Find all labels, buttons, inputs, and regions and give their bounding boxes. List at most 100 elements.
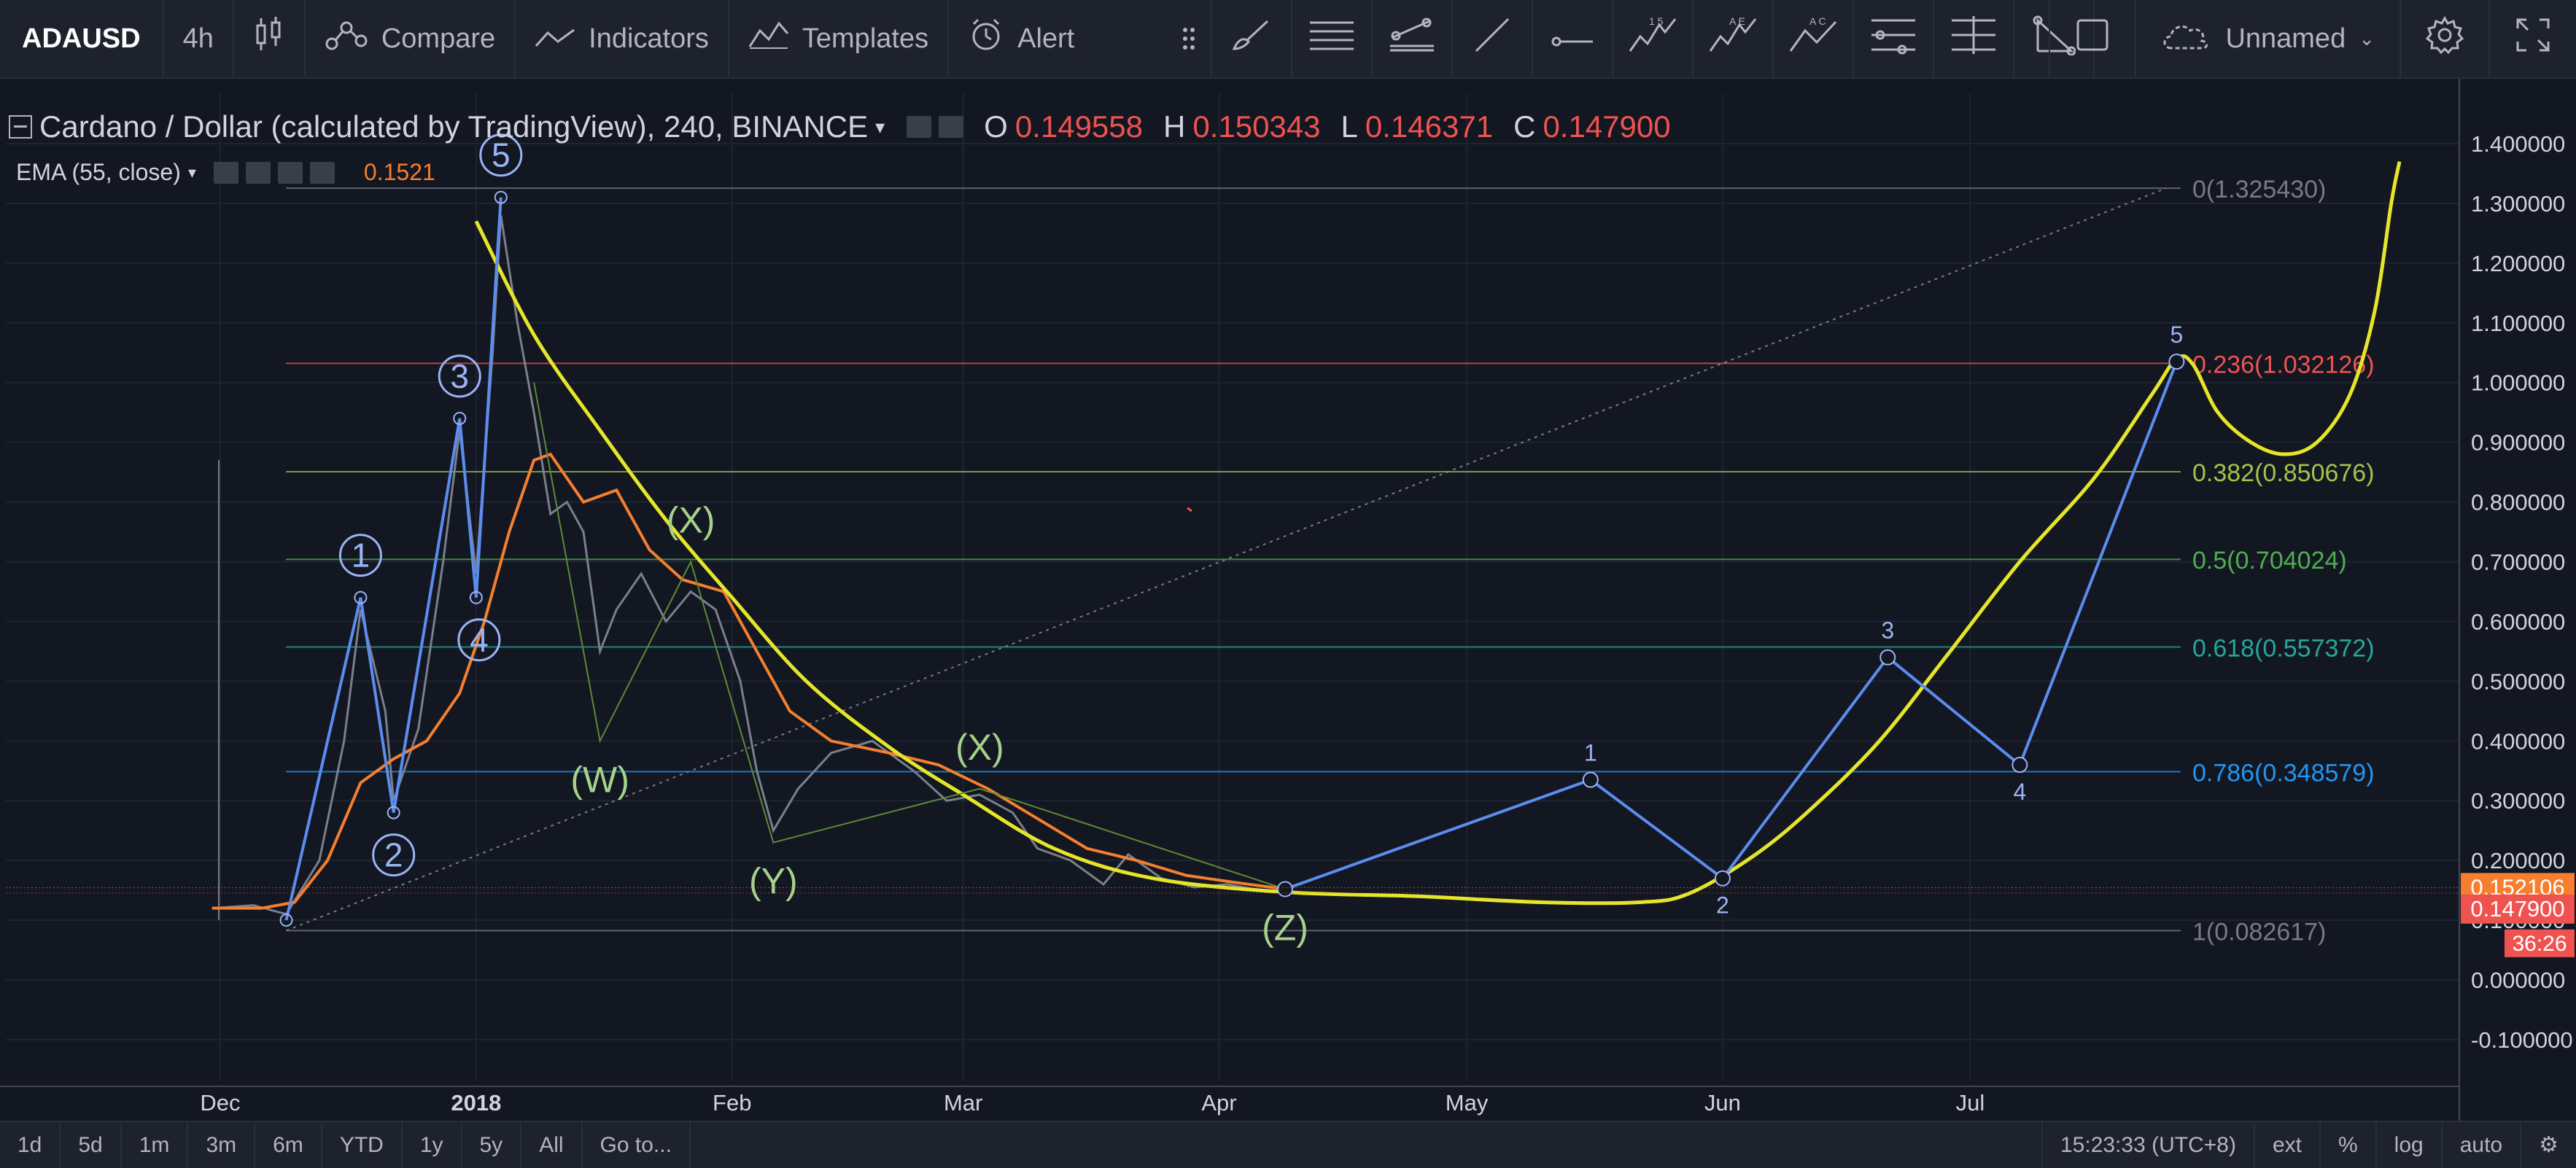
fib-extension-icon [1950, 15, 1997, 63]
clock-display[interactable]: 15:23:33 (UTC+8) [2041, 1122, 2254, 1168]
close-icon[interactable] [309, 161, 335, 184]
wave-point[interactable] [1582, 771, 1599, 788]
range-button-3m[interactable]: 3m [188, 1122, 256, 1168]
gear-icon[interactable] [245, 161, 271, 184]
close-label: C [1513, 109, 1536, 144]
wave-point[interactable] [279, 914, 293, 927]
settings-button[interactable]: ⚙ [2520, 1122, 2576, 1168]
wave-point[interactable] [2168, 354, 2185, 370]
horizontal-lines-tool-button[interactable] [1292, 0, 1373, 77]
ext-toggle[interactable]: ext [2253, 1122, 2319, 1168]
brush-tool-button[interactable] [1212, 0, 1292, 77]
range-button-5y[interactable]: 5y [462, 1122, 522, 1168]
corrective-wave-label: (X) [667, 500, 715, 541]
wave-label: 1 [352, 537, 371, 575]
symbol-title[interactable]: Cardano / Dollar (calculated by TradingV… [39, 109, 869, 144]
price-axis-label: 0.800000 [2471, 490, 2565, 515]
wave-point[interactable] [494, 190, 508, 204]
fib-trend-line[interactable] [286, 187, 2167, 932]
price-chart[interactable]: 0(1.325430) 0.236(1.032126) 0.382(0.850676… [0, 79, 2576, 1121]
low-label: L [1341, 109, 1358, 144]
price-badge [2461, 894, 2575, 924]
chevron-down-icon: ⌄ [2359, 27, 2375, 50]
fib-retracement[interactable]: 0(1.325430) 0.236(1.032126) 0.382(0.850676… [218, 176, 2375, 946]
eye-icon[interactable] [213, 161, 238, 184]
gear-icon[interactable] [939, 116, 964, 138]
ema-value: 0.1521 [363, 159, 435, 185]
wave-point[interactable] [2011, 757, 2028, 774]
indicators-button[interactable]: Indicators [516, 0, 729, 77]
wave-point[interactable] [1879, 649, 1896, 666]
percent-toggle[interactable]: % [2319, 1122, 2375, 1168]
elliott-impulse-tool-button[interactable]: 1 5 [1613, 0, 1694, 77]
triangle-pattern-tool-button[interactable] [2014, 0, 2095, 77]
fib-level-label: 0.236(1.032126) [2192, 351, 2375, 378]
channel-tool-button[interactable] [1373, 0, 1453, 77]
plus-icon[interactable] [277, 161, 303, 184]
interval-button[interactable]: 4h [164, 0, 234, 77]
drag-handle[interactable] [1167, 0, 1212, 77]
fib-level-label: 1(0.082617) [2192, 918, 2326, 946]
horizontal-ray-tool-button[interactable] [1533, 0, 1613, 77]
price-axis-label: 0.400000 [2471, 728, 2565, 754]
wave-point[interactable] [354, 591, 368, 604]
caret-down-icon[interactable]: ▾ [875, 115, 885, 138]
log-toggle[interactable]: log [2375, 1122, 2441, 1168]
range-button-6m[interactable]: 6m [255, 1122, 322, 1168]
bottom-toolbar: 1d 5d 1m 3m 6m YTD 1y 5y All Go to... 15… [0, 1121, 2576, 1168]
range-button-all[interactable]: All [521, 1122, 583, 1168]
alert-label: Alert [1017, 23, 1075, 54]
caret-down-icon[interactable]: ▾ [187, 163, 196, 182]
layout-menu-button[interactable]: Unnamed ⌄ [2135, 0, 2400, 77]
ema-title[interactable]: EMA (55, close) [16, 159, 181, 185]
alert-button[interactable]: Alert [949, 0, 1093, 77]
symbol-search-button[interactable]: ADAUSD [0, 0, 164, 77]
collapse-icon[interactable] [9, 115, 32, 139]
fullscreen-rect-button[interactable] [2049, 0, 2135, 77]
wave-point[interactable] [1714, 870, 1731, 887]
channel-icon [1389, 17, 1435, 61]
corrective-wave-label: (X) [955, 727, 1004, 768]
price-axis-label: 0.600000 [2471, 609, 2565, 634]
fib-level-label: 0.618(0.557372) [2192, 634, 2375, 662]
chart-style-button[interactable] [234, 0, 306, 77]
range-button-ytd[interactable]: YTD [322, 1122, 403, 1168]
elliott-correction-tool-button[interactable]: A C [1774, 0, 1854, 77]
settings-button[interactable] [2400, 0, 2488, 77]
eye-icon[interactable] [907, 116, 932, 138]
templates-button[interactable]: Templates [729, 0, 950, 77]
svg-text:A C: A C [1809, 15, 1826, 27]
wave-point[interactable] [1277, 881, 1294, 898]
elliott-triangle-tool-button[interactable]: A E [1694, 0, 1774, 77]
price-axis-label: 0.500000 [2471, 669, 2565, 694]
goto-button[interactable]: Go to... [583, 1122, 691, 1168]
fullscreen-button[interactable] [2488, 0, 2576, 77]
fib-extension-tool-button[interactable] [1934, 0, 2014, 77]
range-button-1m[interactable]: 1m [122, 1122, 189, 1168]
open-value: 0.149558 [1015, 109, 1144, 144]
svg-text:1 5: 1 5 [1649, 15, 1664, 27]
price-axis-label: 0.300000 [2471, 788, 2565, 814]
wave-point[interactable] [469, 591, 483, 604]
projected-wave-line[interactable] [1284, 361, 2179, 891]
high-label: H [1163, 109, 1186, 144]
wave-point[interactable] [387, 806, 400, 819]
corrective-wave-line[interactable] [533, 382, 1286, 890]
time-axis-label: Jun [1704, 1090, 1741, 1116]
impulse-wave-line[interactable] [284, 197, 503, 921]
range-button-1d[interactable]: 1d [0, 1122, 61, 1168]
fib-retracement-tool-button[interactable] [1854, 0, 1934, 77]
range-button-1y[interactable]: 1y [403, 1122, 462, 1168]
wave-label: 4 [470, 621, 489, 659]
wave-annotations[interactable]: 1 2 3 4 5 (W) (X) (Y) (X) (Z) 1 2 3 4 5 [279, 133, 2185, 949]
trendline-tool-button[interactable] [1453, 0, 1533, 77]
fib-level-label: 0(1.325430) [2192, 176, 2326, 203]
wave-point[interactable] [453, 411, 467, 425]
range-button-5d[interactable]: 5d [61, 1122, 122, 1168]
auto-toggle[interactable]: auto [2440, 1122, 2520, 1168]
svg-text:A E: A E [1729, 15, 1745, 27]
templates-label: Templates [802, 23, 929, 54]
projection-curve[interactable] [474, 161, 2402, 906]
wave-label: 2 [384, 836, 403, 874]
compare-button[interactable]: Compare [306, 0, 516, 77]
